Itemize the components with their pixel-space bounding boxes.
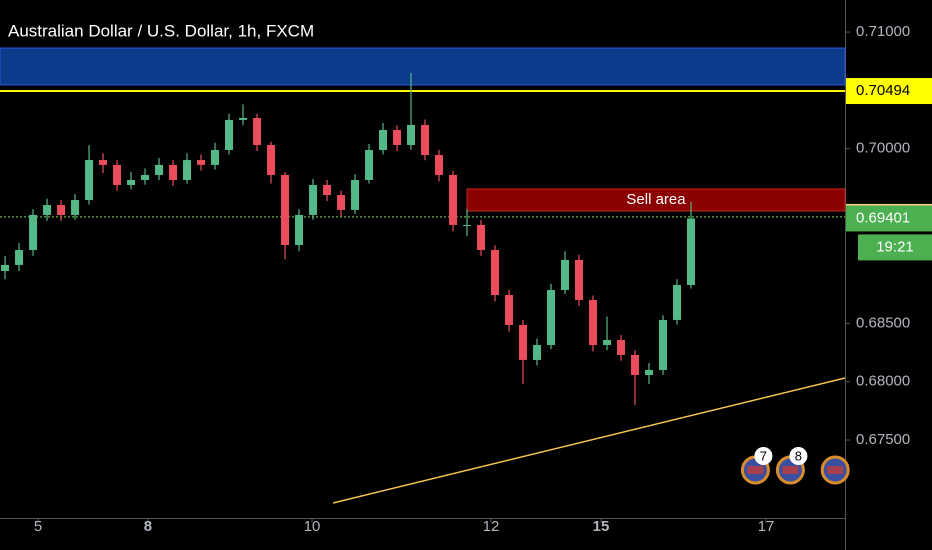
- event-badge: [754, 447, 773, 465]
- candle-body: [253, 117, 262, 146]
- candle-body: [127, 179, 136, 185]
- event-badge: [789, 447, 808, 465]
- candle-body: [491, 250, 500, 296]
- y-tick-label: 0.70000: [856, 140, 910, 157]
- candle-body: [337, 195, 346, 210]
- candle-body: [225, 119, 234, 151]
- countdown-label: 19:21: [876, 238, 914, 255]
- candle-body: [323, 184, 332, 196]
- x-tick-label: 10: [304, 518, 321, 535]
- trend-line: [332, 377, 846, 504]
- candle-body: [295, 214, 304, 246]
- candle-body: [603, 340, 612, 346]
- candle-body: [645, 369, 654, 375]
- countdown-box: [858, 234, 932, 261]
- candle-body: [43, 205, 52, 215]
- event-flag-stripes: [782, 466, 799, 474]
- chart-title: Australian Dollar / U.S. Dollar, 1h, FXC…: [8, 21, 314, 40]
- candle-body: [407, 124, 416, 146]
- zone: [466, 188, 846, 212]
- candle-body: [281, 174, 290, 246]
- candle-body: [617, 340, 626, 355]
- candle-body: [365, 150, 374, 180]
- x-tick-label: 5: [34, 518, 42, 535]
- candle-body: [155, 164, 164, 175]
- candle-body: [197, 160, 206, 165]
- candle-body: [575, 259, 584, 301]
- candle-body: [449, 174, 458, 225]
- candle-body: [477, 224, 486, 251]
- price-label: 0.70494: [856, 82, 910, 99]
- candle-body: [57, 205, 66, 215]
- zone-label: Sell area: [626, 191, 686, 208]
- candle-body: [533, 345, 542, 360]
- candle-body: [211, 150, 220, 165]
- x-tick-label: 15: [593, 518, 610, 535]
- candle-body: [113, 164, 122, 185]
- event-badge-label: 8: [795, 448, 802, 463]
- x-tick-label: 8: [144, 518, 152, 535]
- event-badge-label: 7: [760, 448, 767, 463]
- candle-body: [631, 354, 640, 375]
- y-tick-label: 0.68000: [856, 373, 910, 390]
- candle-body: [435, 155, 444, 175]
- candle-body: [267, 145, 276, 175]
- event-flag-stripes: [747, 466, 764, 474]
- candle-body: [351, 179, 360, 210]
- candle-body: [379, 129, 388, 151]
- candle-body: [239, 117, 248, 120]
- candle-body: [183, 160, 192, 180]
- y-tick-label: 0.68500: [856, 314, 910, 331]
- price-label-box: [846, 78, 932, 105]
- candle-body: [141, 174, 150, 180]
- y-tick-label: 0.67500: [856, 431, 910, 448]
- candle-body: [505, 295, 514, 325]
- y-tick-label: 0.71000: [856, 23, 910, 40]
- price-label-box: [846, 205, 932, 232]
- price-label: 0.69401: [856, 209, 910, 226]
- candle-body: [85, 160, 94, 201]
- candle-body: [547, 290, 556, 346]
- candle-body: [561, 259, 570, 291]
- x-tick-label: 17: [758, 518, 775, 535]
- candle-body: [71, 200, 80, 215]
- candle-body: [99, 160, 108, 165]
- candle-body: [1, 264, 10, 272]
- candle-body: [421, 124, 430, 156]
- candle-body: [659, 319, 668, 370]
- candle-body: [29, 214, 38, 251]
- candle-body: [393, 129, 402, 146]
- candle-body: [589, 300, 598, 346]
- candle-body: [519, 324, 528, 360]
- candle-body: [463, 224, 472, 226]
- event-flag-stripes: [827, 466, 844, 474]
- candle-body: [673, 284, 682, 320]
- x-tick-label: 12: [483, 518, 500, 535]
- candle-body: [15, 250, 24, 265]
- candle-body: [687, 218, 696, 285]
- zone: [0, 47, 846, 86]
- candle-body: [309, 184, 318, 215]
- candle-body: [169, 164, 178, 180]
